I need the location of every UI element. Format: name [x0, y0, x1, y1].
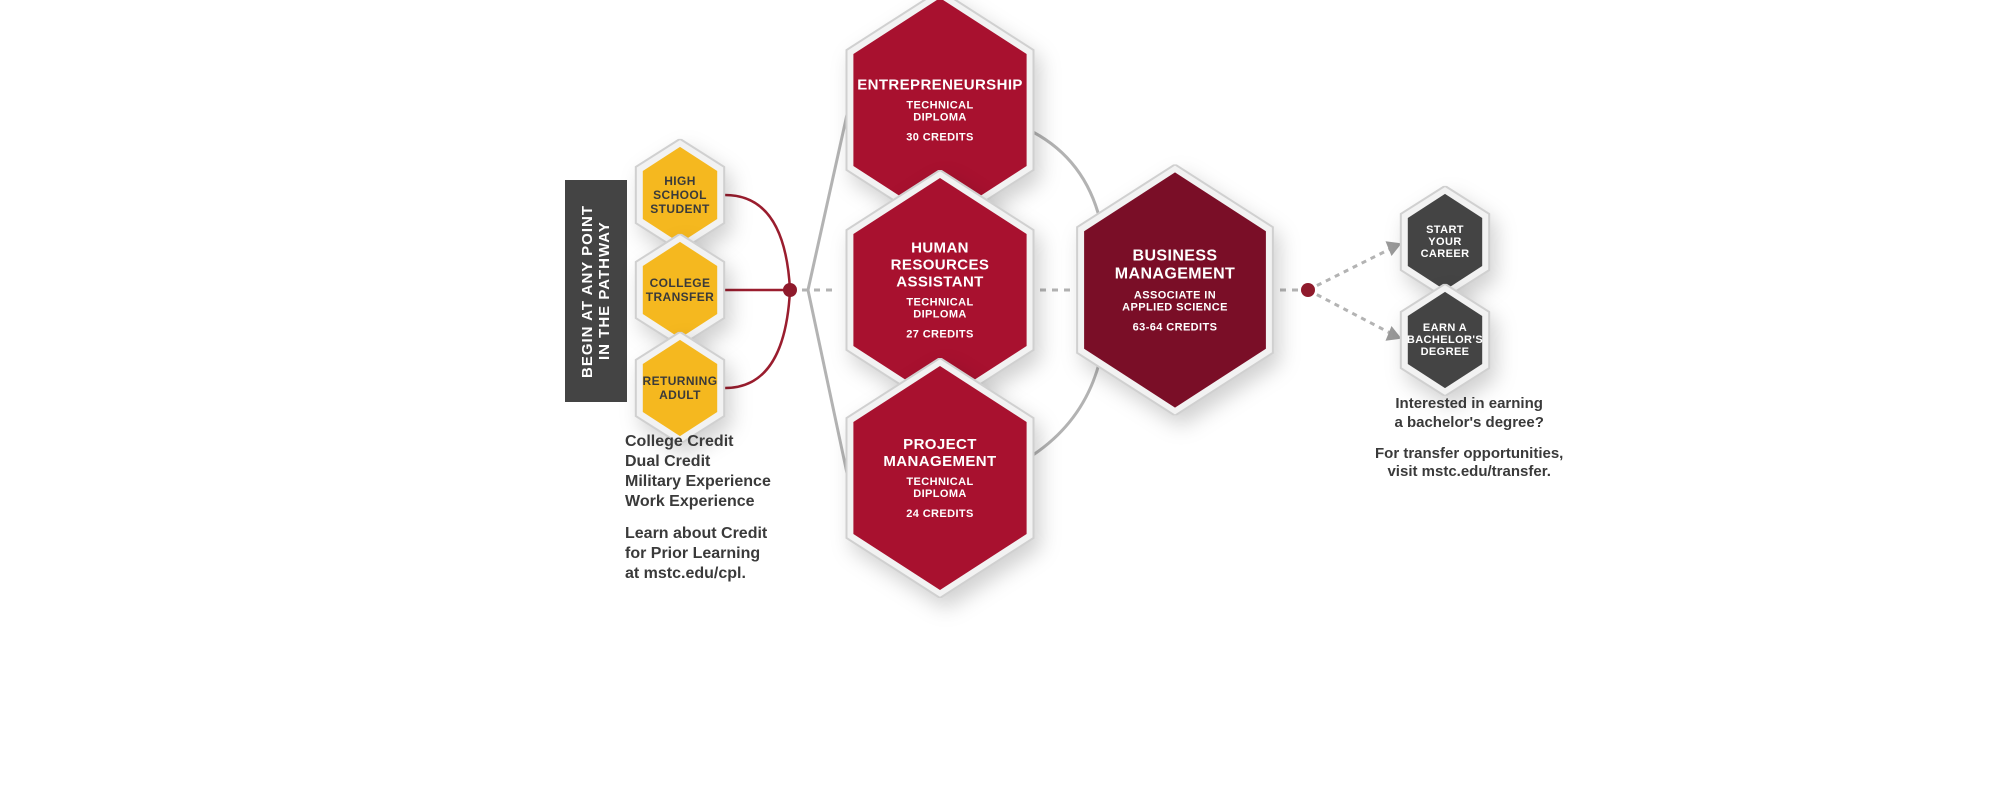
entry-hex-college-transfer-label: COLLEGETRANSFER — [639, 276, 721, 304]
outcome-hex-earn-bachelors: EARN ABACHELOR'SDEGREE — [1394, 284, 1496, 396]
pathway-diagram: BEGIN AT ANY POINTIN THE PATHWAYHIGHSCHO… — [0, 0, 2000, 800]
pathway-node-dot-1 — [1301, 283, 1315, 297]
pathway-node-dot-0 — [783, 283, 797, 297]
outcome-note: Interested in earninga bachelor's degree… — [1375, 395, 1563, 494]
entry-hex-high-school-label: HIGHSCHOOLSTUDENT — [639, 174, 721, 216]
program-hex-entrepreneurship-label: ENTREPRENEURSHIPTECHNICALDIPLOMA30 CREDI… — [854, 77, 1027, 144]
outcome-hex-start-career: STARTYOURCAREER — [1394, 186, 1496, 298]
entry-hex-college-transfer: COLLEGETRANSFER — [629, 234, 731, 346]
credit-note: College CreditDual CreditMilitary Experi… — [625, 432, 771, 596]
outcome-hex-earn-bachelors-label: EARN ABACHELOR'SDEGREE — [1404, 322, 1486, 358]
program-hex-project-mgmt-label: PROJECTMANAGEMENTTECHNICALDIPLOMA24 CRED… — [854, 436, 1027, 520]
outcome-hex-start-career-label: STARTYOURCAREER — [1404, 224, 1486, 260]
program-hex-hr-assistant-label: HUMANRESOURCESASSISTANTTECHNICALDIPLOMA2… — [854, 240, 1027, 341]
entry-hex-returning-adult-label: RETURNINGADULT — [639, 374, 721, 402]
degree-hex-business-mgmt-label: BUSINESSMANAGEMENTASSOCIATE INAPPLIED SC… — [1085, 247, 1266, 333]
program-hex-project-mgmt: PROJECTMANAGEMENTTECHNICALDIPLOMA24 CRED… — [832, 358, 1048, 598]
degree-hex-business-mgmt: BUSINESSMANAGEMENTASSOCIATE INAPPLIED SC… — [1062, 164, 1288, 415]
entry-hex-returning-adult: RETURNINGADULT — [629, 332, 731, 444]
